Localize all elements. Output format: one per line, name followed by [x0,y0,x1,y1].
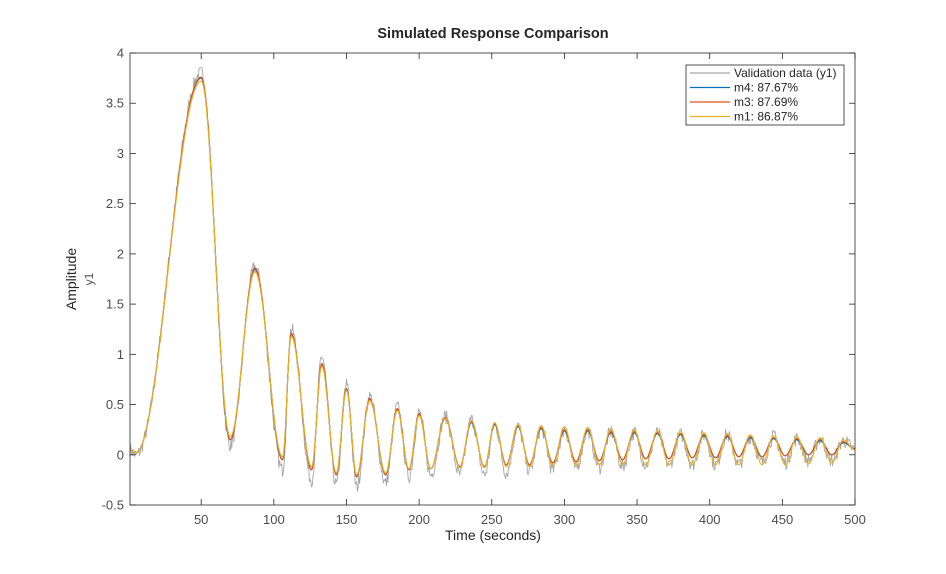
legend: Validation data (y1)m4: 87.67%m3: 87.69%… [685,64,845,126]
y-tick-label: 1.5 [106,297,124,312]
x-tick-label: 100 [263,512,285,527]
x-tick-label: 150 [336,512,358,527]
legend-box [685,64,845,126]
x-axis-label: Time (seconds) [445,527,541,543]
y-tick-label: 3 [117,146,124,161]
x-tick-label: 300 [554,512,576,527]
y-axis-label: Amplitude [63,248,79,310]
legend-entry-label: Validation data (y1) [734,66,837,80]
chart-title: Simulated Response Comparison [377,26,608,42]
x-tick-label: 500 [844,512,866,527]
legend-entry-label: m3: 87.69% [734,95,798,109]
x-tick-label: 50 [194,512,208,527]
legend-items: Validation data (y1)m4: 87.67%m3: 87.69%… [690,66,837,124]
x-tick-label: 400 [699,512,721,527]
y-axis-sublabel: y1 [82,272,96,285]
y-tick-label: 2 [117,246,124,261]
x-tick-label: 450 [772,512,794,527]
y-tick-label: 3.5 [106,96,124,111]
y-tick-label: -0.5 [102,498,124,513]
x-tick-label: 200 [408,512,430,527]
y-tick-label: 0 [117,447,124,462]
y-tick-label: 2.5 [106,196,124,211]
y-tick-label: 1 [117,347,124,362]
axes-box [129,52,856,506]
y-tick-label: 4 [117,46,124,61]
ticks-layer: 50 100 150 200 250 300 350 400 450 500 -0.5 0 0.5 1 1.… [102,46,866,528]
legend-entry-label: m1: 86.87% [734,110,798,124]
x-tick-label: 250 [481,512,503,527]
legend-entry-label: m4: 87.67% [734,81,798,95]
series-line-3 [129,80,856,476]
y-tick-label: 0.5 [106,397,124,412]
x-tick-label: 350 [626,512,648,527]
series-layer [129,67,856,493]
